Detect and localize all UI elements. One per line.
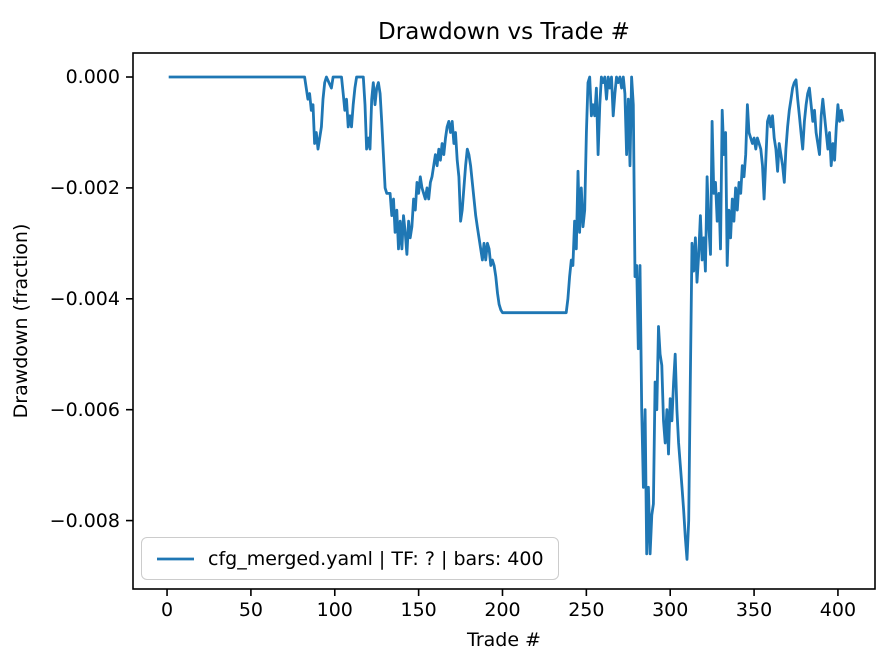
x-tick-label: 200 [484, 599, 521, 621]
x-axis-label: Trade # [467, 629, 541, 651]
x-tick-label: 50 [238, 599, 263, 621]
legend-line-sample [157, 557, 194, 560]
y-tick-label: −0.002 [49, 176, 120, 199]
y-tick-label: −0.008 [49, 509, 120, 532]
x-tick-label: 400 [819, 599, 857, 621]
x-tick-label: 150 [400, 599, 437, 621]
x-tick-label: 350 [735, 599, 773, 621]
legend-label: cfg_merged.yaml | TF: ? | bars: 400 [208, 547, 544, 570]
drawdown-line [168, 75, 845, 561]
x-tick-label: 0 [161, 599, 174, 621]
y-tick-label: −0.006 [49, 398, 120, 421]
y-tick-label: 0.000 [65, 66, 120, 88]
x-tick-label: 250 [568, 599, 605, 621]
chart-title: Drawdown vs Trade # [378, 19, 630, 45]
legend: cfg_merged.yaml | TF: ? | bars: 400 [141, 537, 559, 580]
y-tick-label: −0.004 [49, 287, 120, 310]
axes-spines [132, 52, 876, 590]
x-tick-label: 300 [652, 599, 689, 621]
x-tick-label: 100 [316, 599, 353, 621]
